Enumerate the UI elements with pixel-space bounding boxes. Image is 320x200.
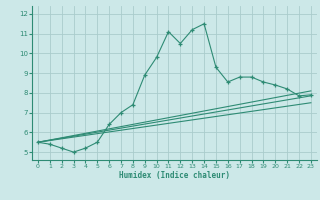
X-axis label: Humidex (Indice chaleur): Humidex (Indice chaleur)	[119, 171, 230, 180]
